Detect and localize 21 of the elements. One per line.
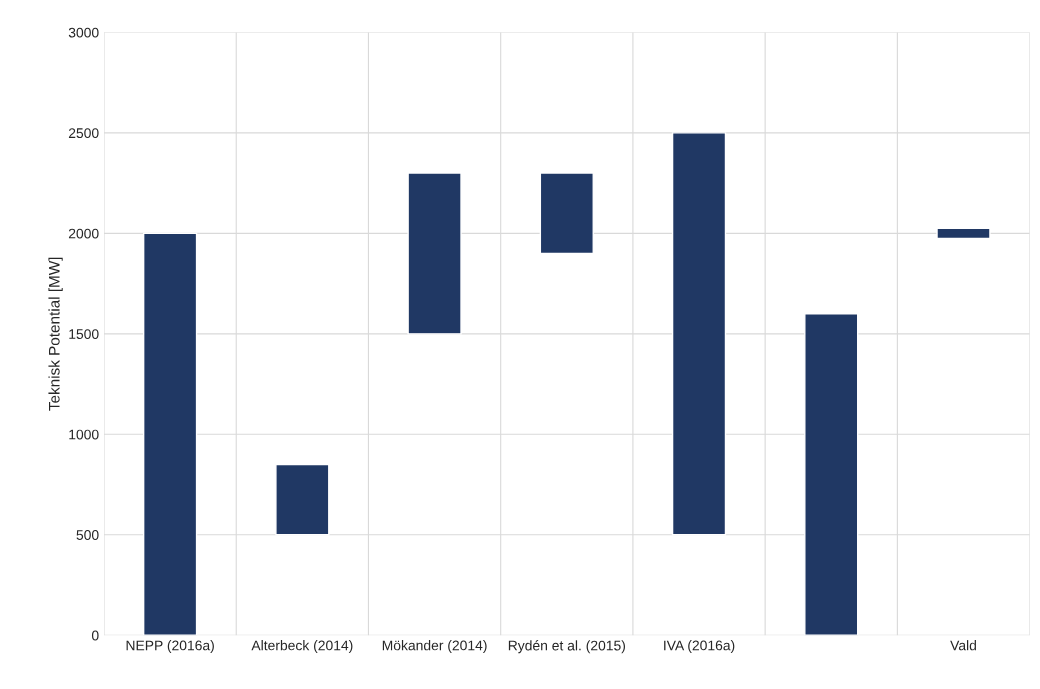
bar [804,313,859,636]
bar [275,463,330,536]
y-axis-title: Teknisk Potential [MW] [48,257,63,411]
x-tick-label: Alterbeck (2014) [251,640,353,654]
bar [539,172,594,255]
bar [936,227,991,240]
y-tick-label: 3000 [68,27,99,38]
y-tick-label: 500 [76,530,99,540]
y-tick-label: 1000 [69,429,99,440]
y-tick-label: 0 [91,630,99,641]
x-tick-label: IVA (2016a) [664,640,735,654]
bar [671,132,727,536]
x-tick-label: NEPP (2016a) [126,640,214,654]
bar [407,172,462,335]
x-tick-label: Rydén et al. (2015) [508,640,625,654]
y-tick-label: 2500 [68,128,99,139]
y-tick-label: 1500 [69,329,99,339]
x-tick-label: Vald [950,640,976,651]
bar [142,232,198,636]
y-tick-label: 2000 [68,228,99,239]
x-tick-label: Mökander (2014) [382,640,487,654]
